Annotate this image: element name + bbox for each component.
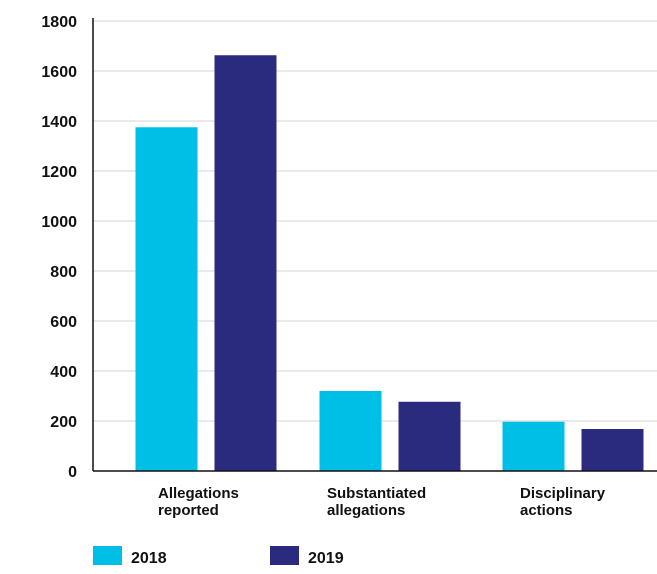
legend: 2018 2019 xyxy=(93,546,344,567)
axes xyxy=(92,18,657,472)
legend-label-2019: 2019 xyxy=(308,550,344,567)
y-tick-label: 400 xyxy=(50,364,77,381)
bar-2018-0 xyxy=(135,127,198,471)
bar-2018-1 xyxy=(319,391,382,471)
legend-swatch-2018 xyxy=(93,546,122,565)
bar-2019-1 xyxy=(398,401,461,471)
y-tick-label: 600 xyxy=(50,314,77,331)
legend-swatch-2019 xyxy=(270,546,299,565)
y-tick-label: 0 xyxy=(68,464,77,481)
y-tick-label: 1200 xyxy=(41,164,77,181)
y-axis-ticks: 0 200 400 600 800 1000 1200 1400 1600 1800 xyxy=(41,14,77,481)
bar-2019-0 xyxy=(214,55,277,471)
bars xyxy=(135,55,644,471)
y-tick-label: 800 xyxy=(50,264,77,281)
bar-2018-2 xyxy=(502,421,565,471)
y-tick-label: 1600 xyxy=(41,64,77,81)
bar-2019-2 xyxy=(581,429,644,471)
y-tick-label: 1800 xyxy=(41,14,77,31)
legend-label-2018: 2018 xyxy=(131,550,167,567)
x-category-label: Disciplinary actions xyxy=(520,485,606,519)
y-tick-label: 1400 xyxy=(41,114,77,131)
y-tick-label: 1000 xyxy=(41,214,77,231)
x-category-label: Substantiated allegations xyxy=(327,485,426,519)
y-tick-label: 200 xyxy=(50,414,77,431)
x-category-label: Allegations reported xyxy=(158,485,239,519)
x-axis-category-labels: Allegations reported Substantiated allegati… xyxy=(158,485,606,519)
